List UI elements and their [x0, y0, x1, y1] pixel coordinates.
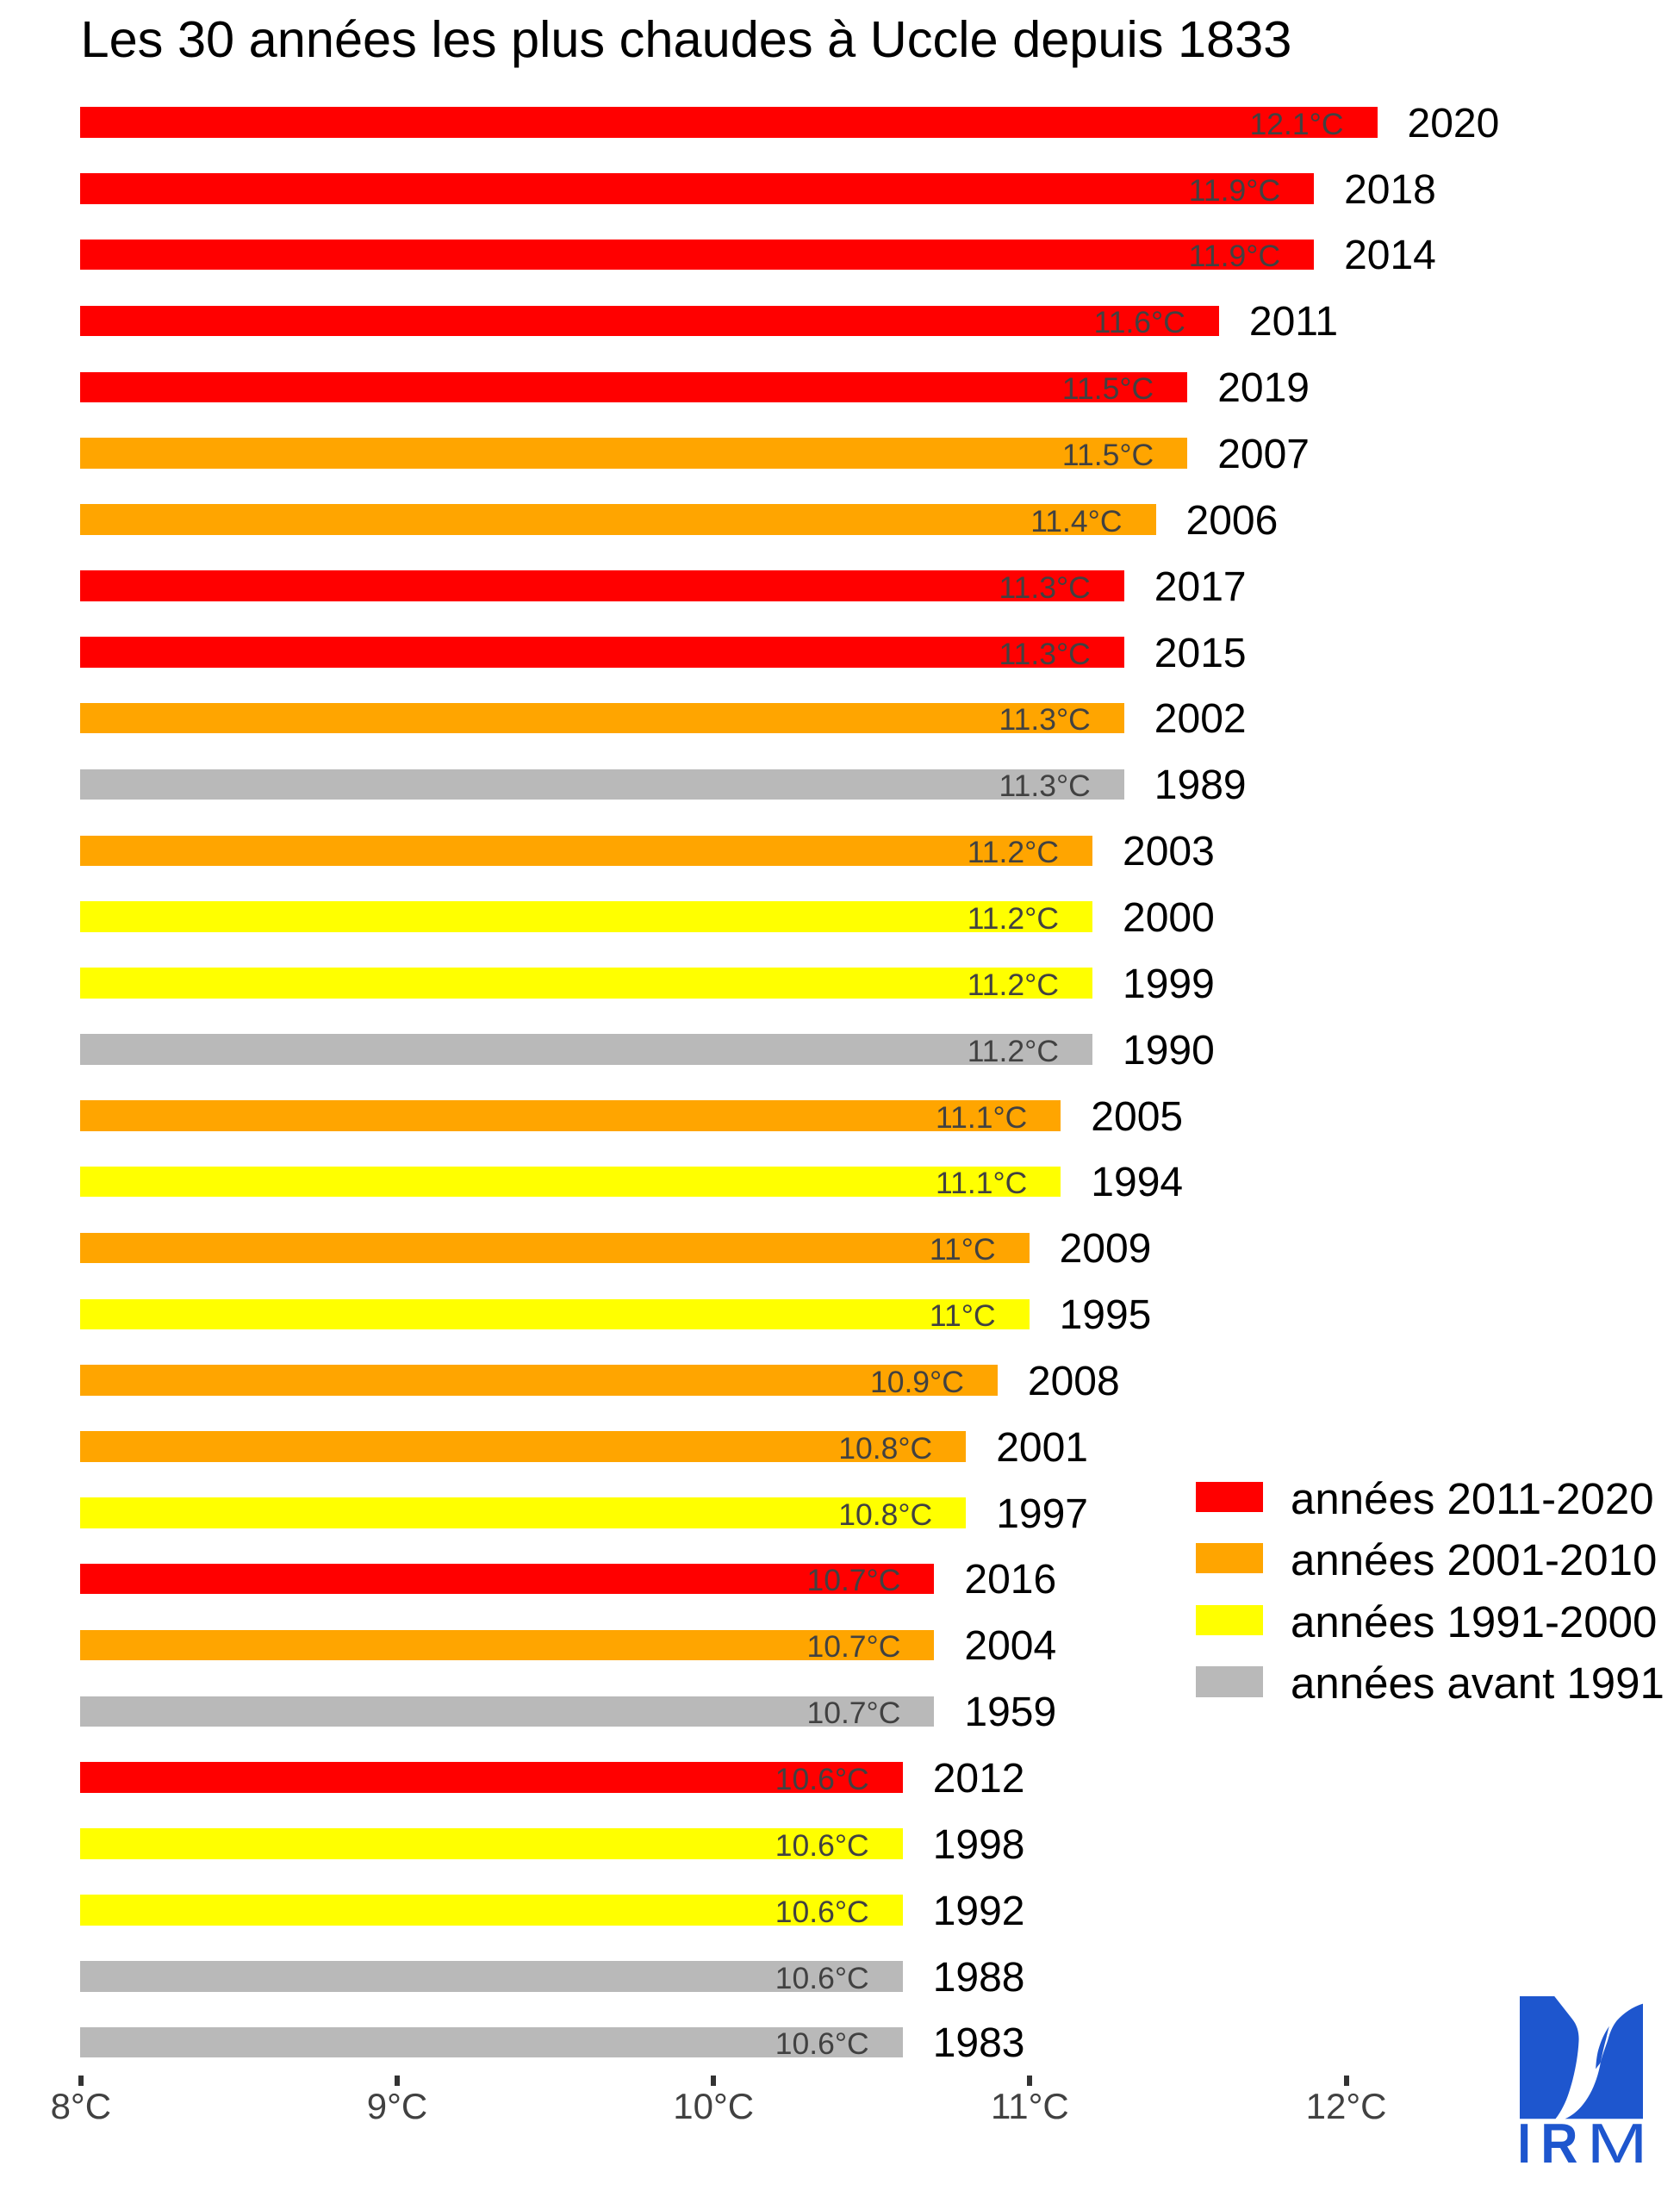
svg-text:R: R [1540, 2113, 1577, 2165]
svg-text:M: M [1586, 2113, 1643, 2165]
svg-text:I: I [1520, 2113, 1534, 2165]
